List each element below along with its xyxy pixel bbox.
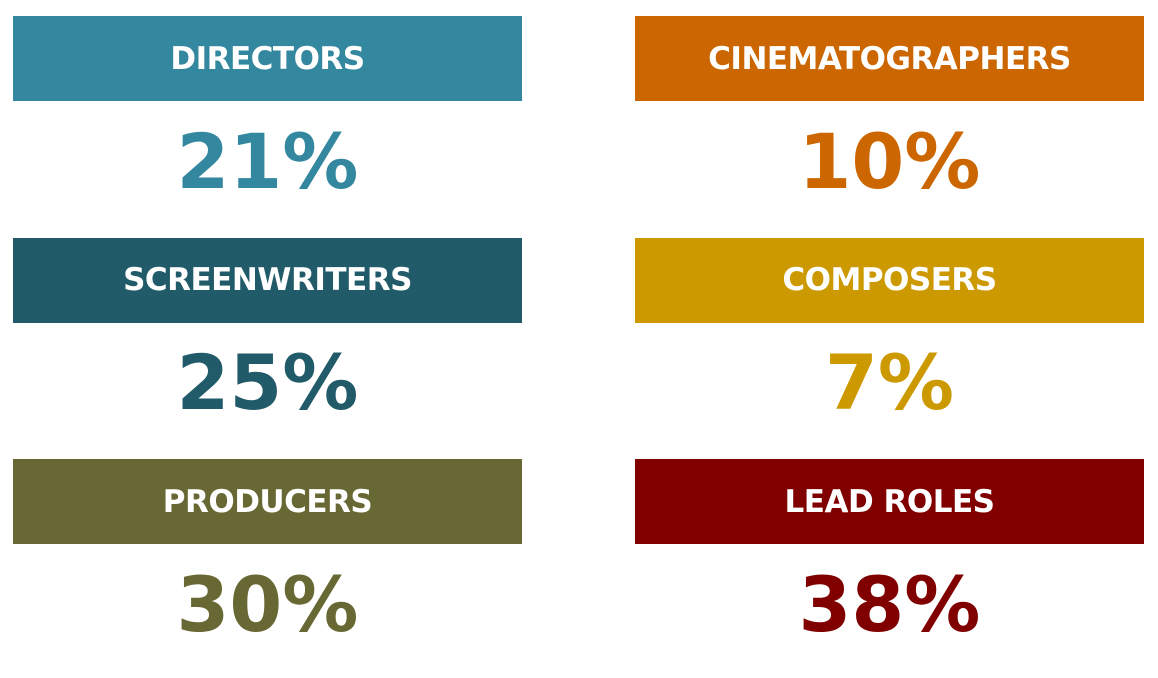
card-value: 25%: [176, 338, 359, 427]
card-value: 21%: [176, 116, 359, 206]
card-label: CINEMATOGRAPHERS: [635, 16, 1144, 101]
card-label: SCREENWRITERS: [13, 237, 522, 323]
card-value: 7%: [824, 338, 955, 427]
card-label: COMPOSERS: [635, 237, 1144, 323]
card-value: 10%: [798, 116, 981, 206]
card-label: DIRECTORS: [13, 16, 522, 101]
card-value: 38%: [798, 559, 981, 649]
card-value: 30%: [176, 559, 359, 649]
card-label: LEAD ROLES: [635, 459, 1144, 544]
card-label: PRODUCERS: [13, 459, 522, 544]
